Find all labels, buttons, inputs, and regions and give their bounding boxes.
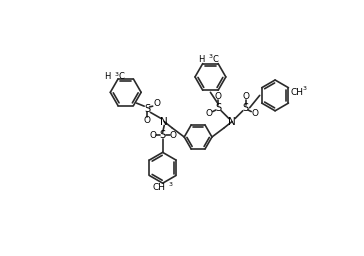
Text: C: C (118, 72, 124, 81)
Text: CH: CH (290, 88, 304, 97)
Text: H: H (198, 55, 204, 64)
Text: S: S (160, 131, 166, 141)
Text: N: N (228, 116, 236, 126)
Text: O: O (252, 109, 258, 118)
Text: 3: 3 (115, 72, 119, 77)
Text: H: H (104, 72, 110, 81)
Text: O: O (169, 131, 176, 140)
Text: O: O (153, 99, 160, 108)
Text: O: O (242, 92, 249, 101)
Text: S: S (144, 104, 150, 114)
Text: N: N (161, 116, 168, 126)
Text: O: O (144, 115, 151, 124)
Text: O: O (215, 92, 222, 101)
Text: O: O (205, 109, 212, 118)
Text: 3: 3 (208, 54, 212, 59)
Text: C: C (213, 55, 219, 64)
Text: O: O (149, 131, 156, 140)
Text: 3: 3 (302, 86, 306, 91)
Text: CH: CH (152, 183, 165, 191)
Text: 3: 3 (169, 182, 173, 187)
Text: S: S (243, 103, 249, 113)
Text: S: S (215, 103, 221, 113)
